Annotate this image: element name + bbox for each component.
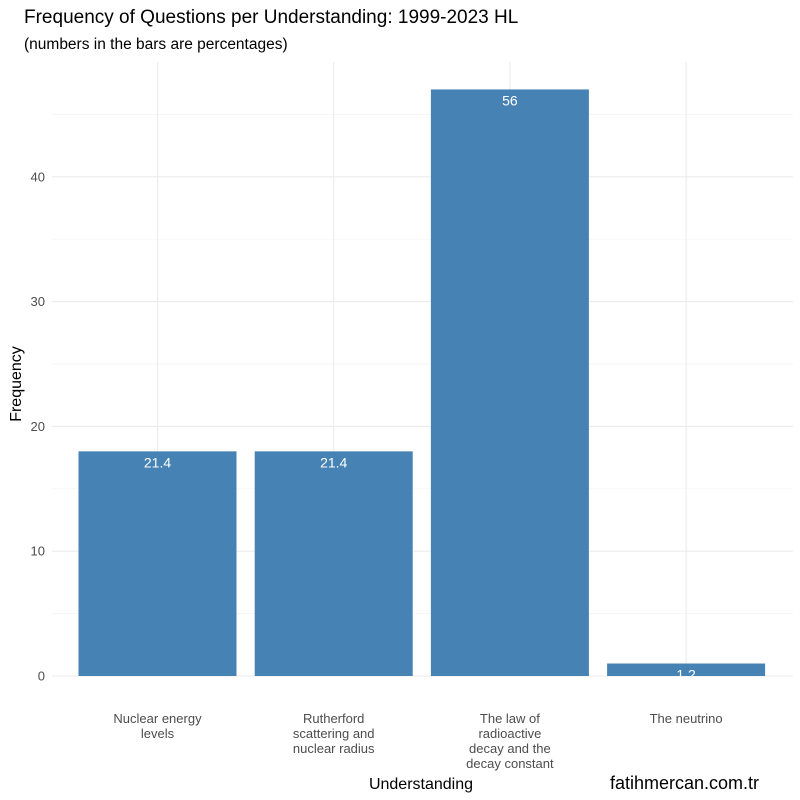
x-tick-label: The neutrino (650, 711, 723, 726)
x-tick-label-line: scattering and (293, 726, 375, 741)
x-tick-label-line: radioactive (478, 726, 541, 741)
x-axis-ticks: Nuclear energy levels Rutherford scattering… (113, 711, 722, 771)
bar-value-label: 1.2 (676, 667, 696, 683)
y-tick-label: 0 (38, 669, 45, 684)
x-tick-label-line: nuclear radius (293, 741, 375, 756)
bar-value-label: 21.4 (144, 454, 171, 470)
bar-labels: 21.4 21.4 56 1.2 (144, 92, 696, 682)
x-tick-label-line: decay constant (466, 756, 554, 771)
y-tick-label: 20 (31, 419, 45, 434)
bar (607, 663, 766, 676)
x-tick-label: The law of radioactive decay and the decay … (466, 711, 554, 771)
y-tick-label: 30 (31, 294, 45, 309)
chart-subtitle: (numbers in the bars are percentages) (24, 36, 288, 53)
x-tick-label-line: levels (141, 726, 175, 741)
bar-value-label: 56 (502, 92, 518, 108)
x-tick-label-line: The neutrino (650, 711, 723, 726)
bar-value-label: 21.4 (320, 454, 347, 470)
y-tick-label: 10 (31, 544, 45, 559)
x-tick-label: Nuclear energy levels (113, 711, 202, 741)
x-axis-title: Understanding (369, 776, 473, 793)
bar (430, 89, 589, 676)
x-tick-label-line: Nuclear energy (113, 711, 202, 726)
bar (78, 451, 237, 676)
x-tick-label-line: The law of (480, 711, 540, 726)
bar (254, 451, 413, 676)
x-tick-label: Rutherford scattering and nuclear radius (293, 711, 375, 756)
y-axis-title: Frequency (8, 346, 25, 422)
bars (78, 89, 766, 676)
chart-title: Frequency of Questions per Understanding… (24, 7, 518, 28)
y-axis-ticks: 0 10 20 30 40 (31, 169, 45, 683)
credit-text: fatihmercan.com.tr (610, 773, 759, 793)
x-tick-label-line: decay and the (469, 741, 551, 756)
x-tick-label-line: Rutherford (303, 711, 364, 726)
y-tick-label: 40 (31, 169, 45, 184)
